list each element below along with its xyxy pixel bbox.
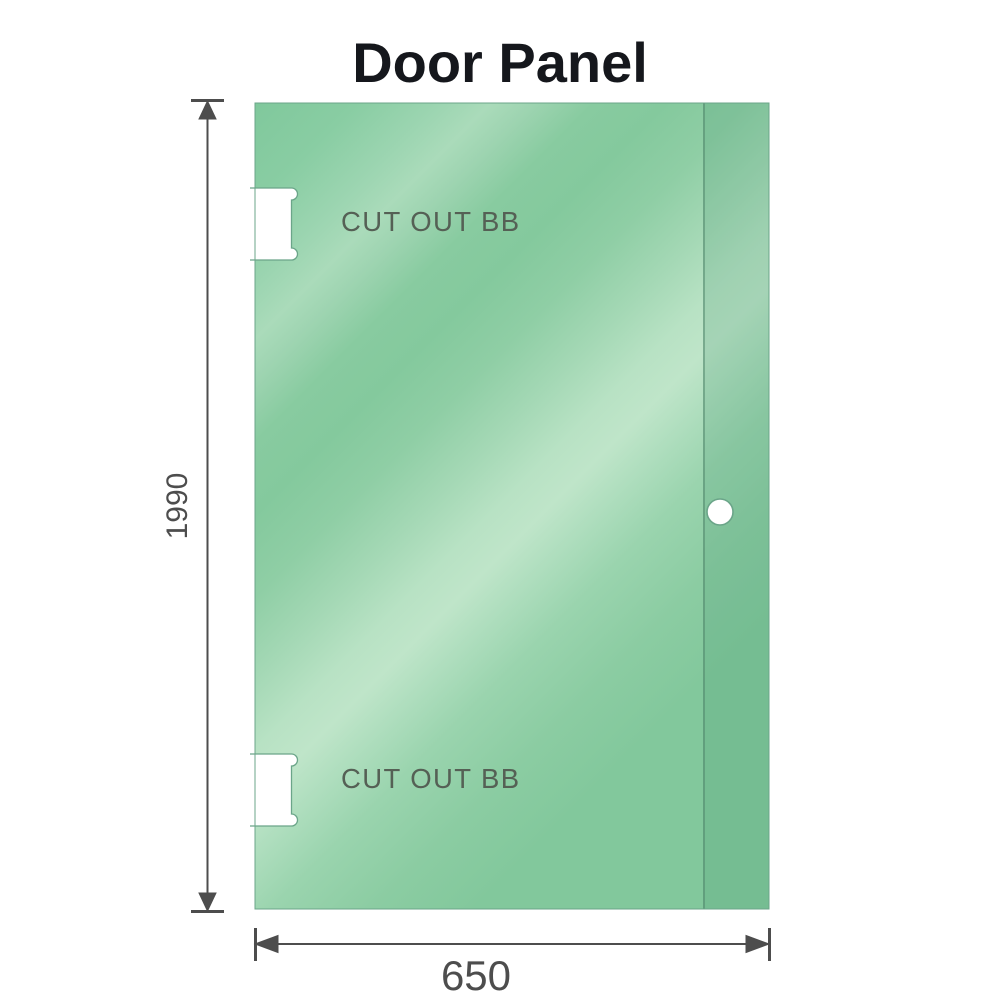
svg-text:1990: 1990 <box>161 473 194 540</box>
svg-text:CUT OUT BB: CUT OUT BB <box>341 763 521 794</box>
svg-text:CUT OUT BB: CUT OUT BB <box>341 206 521 237</box>
svg-text:650: 650 <box>441 952 511 999</box>
